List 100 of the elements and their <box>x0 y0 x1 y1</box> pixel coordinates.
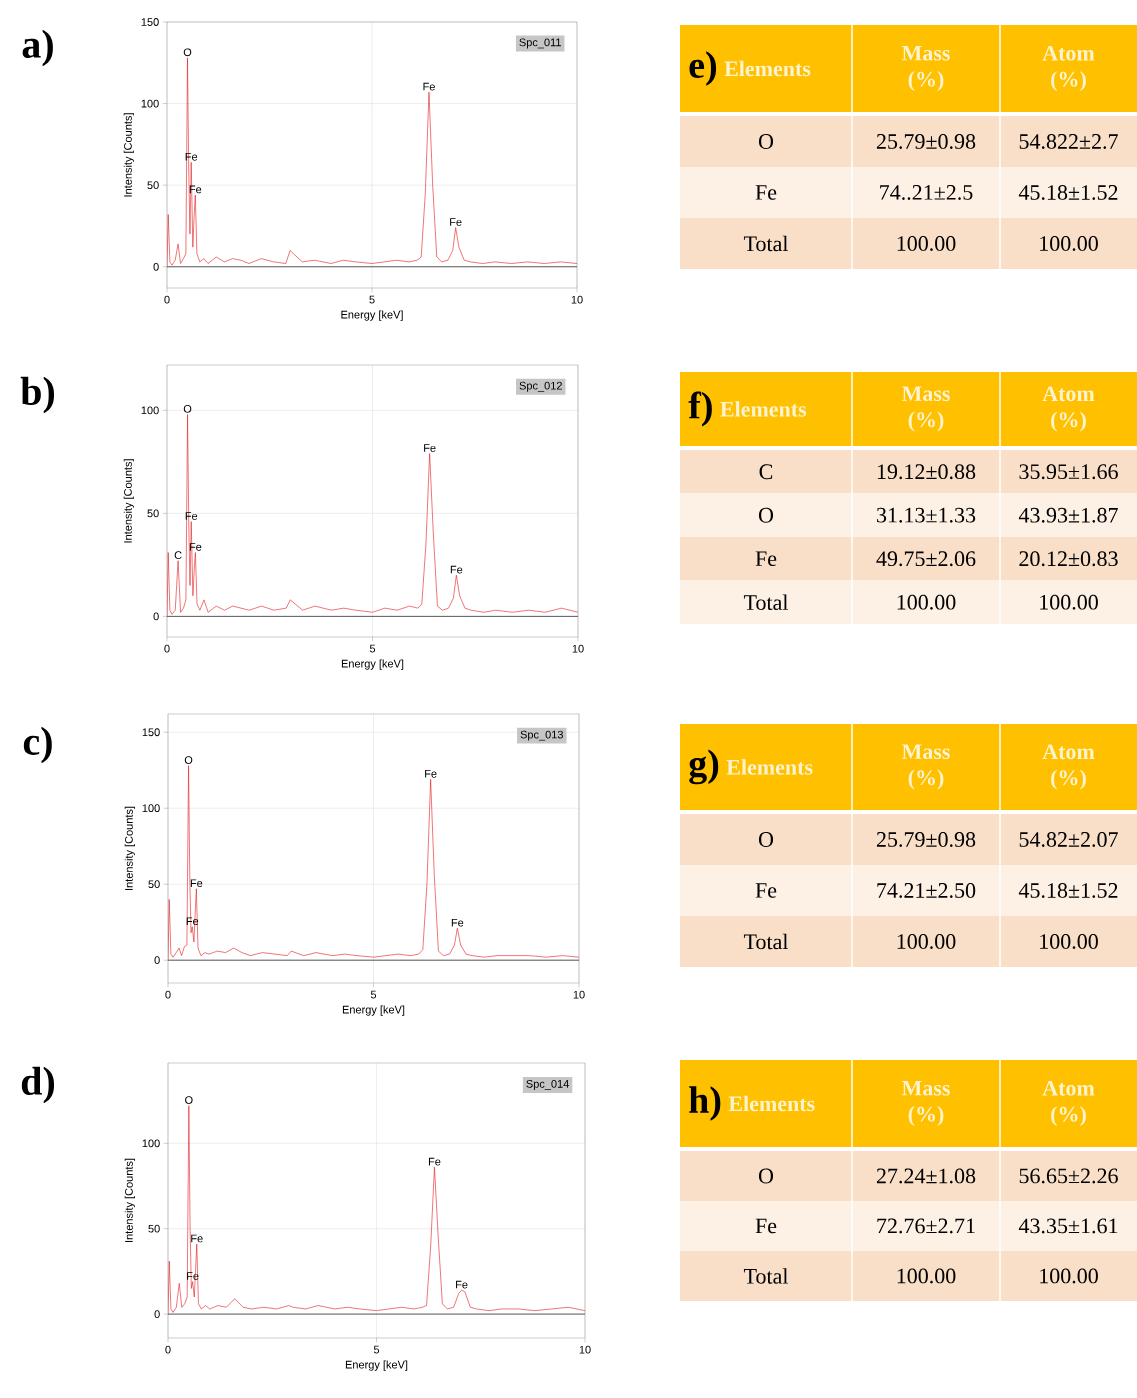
text: 25.79±0.98 <box>876 832 976 847</box>
x-axis-title: Energy [keV] <box>341 659 404 670</box>
x-tick-label: 0 <box>165 990 171 999</box>
x-tick-label: 10 <box>571 295 583 304</box>
category-label: Mass (%) <box>901 744 950 790</box>
category-label: Atom (%) <box>1042 45 1095 92</box>
annotation: O <box>183 48 192 57</box>
y-tick-label: 150 <box>142 728 160 737</box>
y-axis-title: Intensity [Counts] <box>123 459 134 543</box>
annotation: Fe <box>185 152 198 161</box>
text: 74.21±2.50 <box>877 883 976 898</box>
text: 45.18±1.52 <box>1018 185 1118 200</box>
text: 100.00 <box>1040 1268 1098 1284</box>
x-tick-label: 5 <box>373 1345 380 1354</box>
x-tick-label: 0 <box>164 644 170 653</box>
text: 100.00 <box>1040 236 1098 251</box>
category-label: Mass (%) <box>901 386 950 432</box>
x-tick-label: 10 <box>572 644 584 653</box>
y-axis-title: Intensity [Counts] <box>124 806 135 890</box>
annotation: Fe <box>451 918 464 927</box>
text: 49.75±2.06 <box>876 551 976 567</box>
text: 56.65±2.26 <box>1019 1168 1118 1184</box>
text: 100.00 <box>897 1268 956 1284</box>
annotation: Fe <box>185 512 198 520</box>
y-tick-label: 50 <box>148 880 160 889</box>
text: 74..21±2.5 <box>880 185 973 200</box>
category-label: Total <box>743 933 789 950</box>
annotation: Fe <box>456 1280 468 1289</box>
x-axis-title: Energy [keV] <box>341 310 403 321</box>
text: f) <box>688 391 712 427</box>
x-tick-label: 5 <box>370 990 377 999</box>
y-tick-label: 50 <box>147 509 159 518</box>
annotation: Fe <box>450 218 462 226</box>
text: 54.822±2.7 <box>1019 134 1118 149</box>
x-tick-label: 0 <box>164 295 170 304</box>
chart-title: b) <box>20 376 55 414</box>
y-axis-title: Intensity [Counts] <box>123 113 134 197</box>
category-label: Mass (%) <box>901 1080 950 1127</box>
category-label: Atom (%) <box>1042 744 1095 790</box>
annotation: O <box>185 1096 193 1104</box>
y-tick-label: 50 <box>148 1224 160 1233</box>
annotation: Spc_012 <box>519 381 562 392</box>
category-label: O <box>758 832 774 847</box>
text: 25.79±0.98 <box>876 134 976 149</box>
text: 72.76±2.71 <box>877 1218 975 1234</box>
x-tick-label: 5 <box>369 295 375 304</box>
text: 20.12±0.83 <box>1019 551 1118 567</box>
category-label: Fe <box>755 185 777 200</box>
annotation: O <box>184 756 193 764</box>
text: 35.95±1.66 <box>1019 464 1118 480</box>
text: 100.00 <box>897 594 956 610</box>
annotation: Fe <box>424 444 436 452</box>
category-label: Total <box>743 594 789 610</box>
annotation: Fe <box>187 1272 199 1280</box>
category-label: Elements <box>728 1095 815 1112</box>
text: e) <box>689 51 717 86</box>
category-label: C <box>759 464 773 480</box>
y-tick-label: 100 <box>141 99 159 108</box>
category-label: Mass (%) <box>901 45 950 92</box>
annotation: Spc_011 <box>519 38 561 49</box>
category-label: Fe <box>755 1218 777 1234</box>
y-tick-label: 150 <box>141 18 159 26</box>
text: 43.35±1.61 <box>1018 1218 1118 1234</box>
text: 100.00 <box>897 236 956 251</box>
annotation: Fe <box>190 879 203 888</box>
y-tick-label: 100 <box>142 1139 160 1148</box>
text: 100.00 <box>897 934 956 949</box>
chart-title: c) <box>23 726 52 764</box>
annotation: Fe <box>186 917 199 926</box>
annotation: O <box>183 404 192 413</box>
text: 100.00 <box>1040 934 1098 949</box>
category-label: Atom (%) <box>1042 1080 1095 1127</box>
chart-title: d) <box>21 1066 55 1104</box>
x-axis-title: Energy [keV] <box>345 1360 408 1371</box>
line-series <box>167 57 577 268</box>
text: 43.93±1.87 <box>1018 507 1118 523</box>
x-axis-title: Energy [keV] <box>342 1005 405 1016</box>
x-tick-label: 5 <box>369 644 376 653</box>
annotation: Spc_014 <box>526 1079 569 1090</box>
category-label: Total <box>743 1268 789 1284</box>
x-tick-label: 10 <box>579 1345 591 1354</box>
category-label: Elements <box>720 401 807 417</box>
y-tick-label: 50 <box>147 181 159 190</box>
x-tick-label: 10 <box>573 990 585 999</box>
text: h) <box>689 1086 721 1121</box>
x-tick-label: 0 <box>165 1345 171 1354</box>
annotation: Spc_013 <box>520 730 563 741</box>
chart-title: a) <box>22 29 53 67</box>
category-label: Total <box>743 235 789 252</box>
text: 100.00 <box>1040 594 1098 610</box>
line-series <box>167 414 578 617</box>
y-tick-label: 0 <box>154 1310 160 1318</box>
y-tick-label: 0 <box>154 956 160 965</box>
annotation: Fe <box>423 82 435 91</box>
category-label: O <box>758 1168 774 1184</box>
y-axis-title: Intensity [Counts] <box>124 1158 135 1242</box>
text: 27.24±1.08 <box>876 1168 976 1184</box>
y-tick-label: 100 <box>142 804 160 813</box>
category-label: Fe <box>755 883 777 898</box>
category-label: O <box>758 134 774 149</box>
